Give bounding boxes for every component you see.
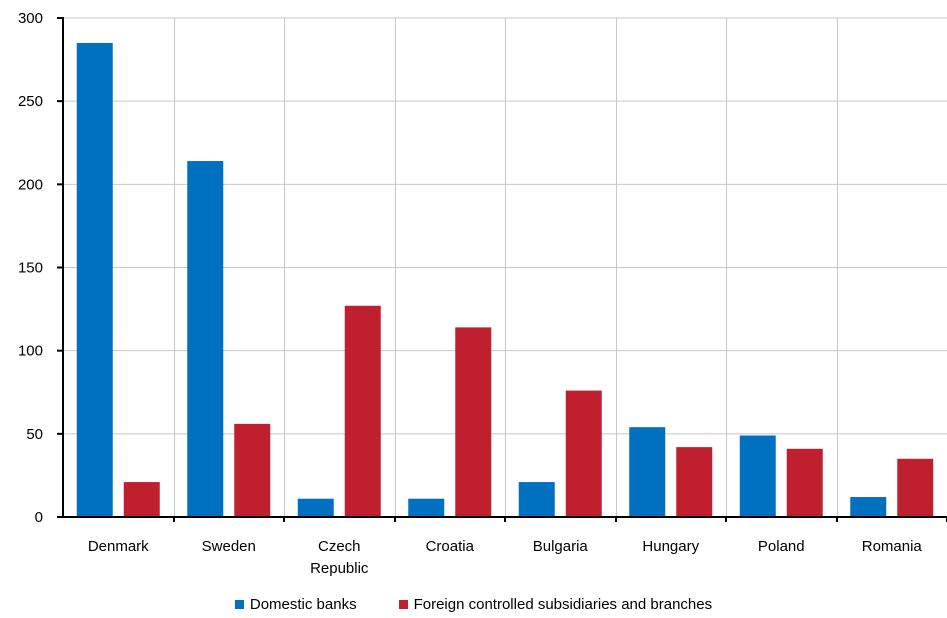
x-category-label: Denmark [88,538,149,555]
bar-foreign [897,458,934,517]
x-category-label: Bulgaria [533,538,589,555]
y-tick-label: 250 [18,93,43,110]
y-tick-label: 200 [18,176,43,193]
bar-domestic [297,498,334,517]
x-category-label: Czech Republic [310,538,369,577]
bar-domestic [187,161,224,517]
legend-label-foreign: Foreign controlled subsidiaries and bran… [413,596,713,613]
legend-swatch-domestic [234,600,244,609]
y-tick-labels: 0 50 100 150 200 250 300 [18,10,43,526]
x-category-label: Hungary [642,538,699,555]
y-tick-label: 0 [35,509,43,526]
bar-domestic [629,427,666,517]
x-category-labels: Denmark Sweden Czech Republic Croatia Bulgari… [88,538,923,577]
y-tick-label: 50 [26,426,43,443]
bar-domestic [408,498,445,517]
bar-domestic [76,42,113,517]
y-tick-label: 300 [18,10,43,27]
bar-foreign [676,447,713,517]
bar-foreign [234,423,271,517]
x-category-label: Sweden [202,538,256,555]
axes [57,17,947,522]
legend-swatch-foreign [398,600,408,609]
bar-domestic [518,482,555,517]
bar-domestic [850,497,887,517]
bars [76,42,934,517]
bar-foreign [786,448,823,517]
legend-item-foreign: Foreign controlled subsidiaries and bran… [398,596,713,613]
bar-foreign [565,390,602,517]
bar-foreign [455,327,492,517]
x-category-label: Poland [758,538,805,555]
x-category-label: Romania [862,538,923,555]
bar-foreign [123,482,160,517]
legend: Domestic banks Foreign controlled subsid… [0,596,947,613]
y-tick-label: 100 [18,343,43,360]
bar-foreign [344,305,381,517]
y-tick-label: 150 [18,260,43,277]
legend-label-domestic: Domestic banks [249,596,357,613]
x-category-label: Croatia [426,538,475,555]
legend-item-domestic: Domestic banks [234,596,357,613]
bar-domestic [739,435,776,517]
